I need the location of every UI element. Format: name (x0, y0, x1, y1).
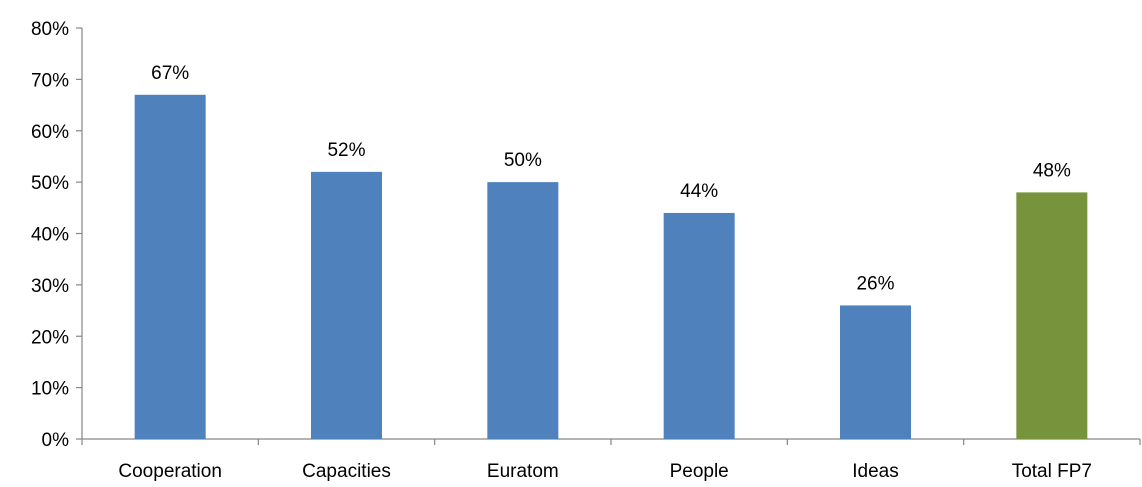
bar-euratom (487, 182, 559, 439)
x-category-label: Euratom (487, 461, 559, 482)
y-tick-label: 40% (31, 225, 69, 246)
data-label: 50% (504, 150, 542, 171)
y-tick-label: 30% (31, 276, 69, 297)
x-axis: Cooperation Capacities Euratom People Ideas T… (81, 438, 1141, 482)
x-category-label: People (670, 461, 729, 482)
data-label: 52% (327, 140, 365, 161)
y-axis: 0% 10% 20% 30% 40% 50% 60% 70% 80% (31, 19, 83, 451)
data-label: 44% (680, 181, 718, 202)
y-tick-label: 20% (31, 327, 69, 348)
bar-series (134, 94, 1088, 439)
bar-people (663, 212, 735, 439)
bar-ideas (840, 305, 911, 439)
x-category-label: Capacities (302, 461, 391, 482)
data-label: 67% (151, 63, 189, 84)
data-label: 48% (1033, 160, 1071, 181)
y-tick-label: 70% (31, 70, 69, 91)
data-label: 26% (856, 273, 894, 294)
x-category-label: Cooperation (118, 461, 222, 482)
bar-cooperation (134, 94, 206, 439)
bar-total-fp7 (1016, 192, 1088, 439)
data-labels: 67% 52% 50% 44% 26% 48% (151, 63, 1071, 295)
y-tick-label: 0% (42, 430, 70, 451)
x-category-label: Ideas (852, 461, 898, 482)
y-tick-label: 80% (31, 19, 69, 40)
y-tick-label: 50% (31, 173, 69, 194)
bar-capacities (311, 171, 382, 439)
y-tick-label: 60% (31, 122, 69, 143)
x-category-label: Total FP7 (1012, 461, 1092, 482)
y-tick-label: 10% (31, 379, 69, 400)
